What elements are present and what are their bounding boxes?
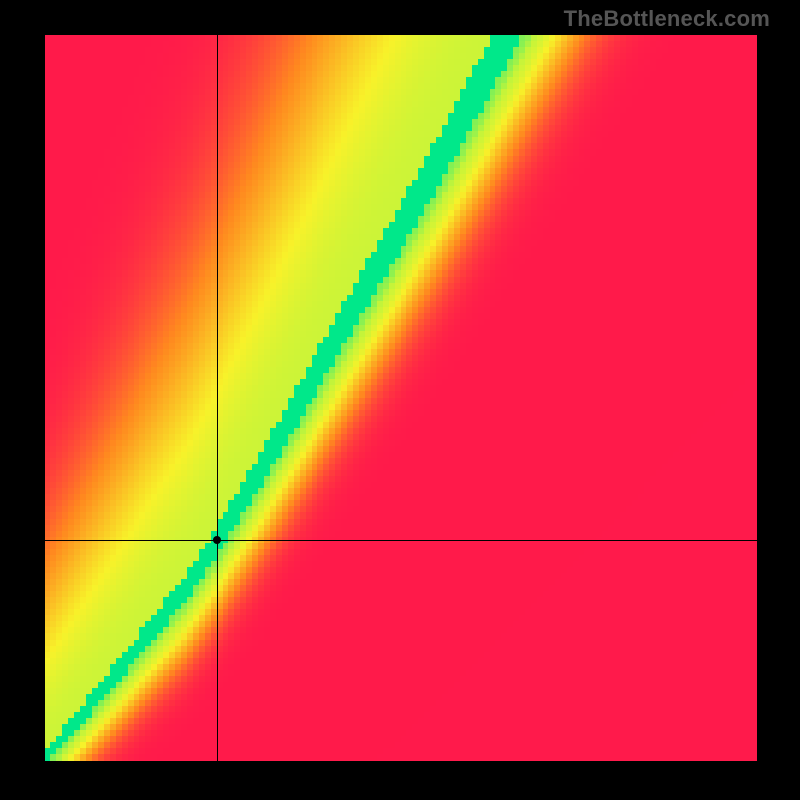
crosshair-marker bbox=[213, 536, 221, 544]
heatmap-canvas bbox=[45, 35, 757, 761]
watermark-text: TheBottleneck.com bbox=[564, 6, 770, 32]
crosshair-horizontal bbox=[45, 540, 757, 541]
crosshair-vertical bbox=[217, 35, 218, 761]
chart-container: TheBottleneck.com bbox=[0, 0, 800, 800]
